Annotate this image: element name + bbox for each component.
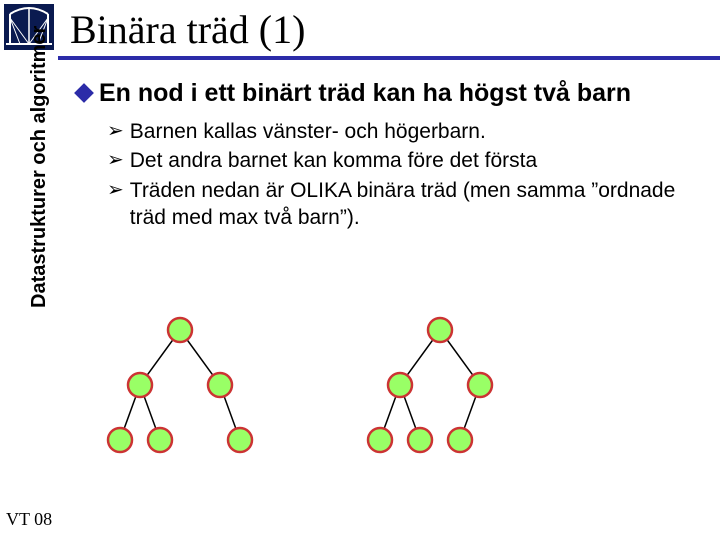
sub-bullet-list: ➢ Barnen kallas vänster- och högerbarn. … (107, 118, 710, 231)
page-title: Binära träd (1) (70, 6, 305, 53)
sidebar: Datastrukturer och algoritmer (0, 0, 58, 540)
sub-bullet-text: Träden nedan är OLIKA binära träd (men s… (130, 177, 710, 232)
diamond-bullet-icon (74, 83, 94, 103)
chevron-right-icon: ➢ (107, 177, 124, 203)
title-underline (58, 56, 720, 60)
binary-trees-diagram (100, 310, 660, 480)
sub-bullet-text: Det andra barnet kan komma före det förs… (130, 147, 537, 174)
sub-bullet-text: Barnen kallas vänster- och högerbarn. (130, 118, 486, 145)
footer-label: VT 08 (6, 509, 52, 530)
bullet-main: En nod i ett binärt träd kan ha högst tv… (75, 78, 710, 108)
sub-bullet-item: ➢ Träden nedan är OLIKA binära träd (men… (107, 177, 710, 232)
chevron-right-icon: ➢ (107, 147, 124, 173)
content-area: En nod i ett binärt träd kan ha högst tv… (75, 78, 710, 233)
chevron-right-icon: ➢ (107, 118, 124, 144)
sub-bullet-item: ➢ Barnen kallas vänster- och högerbarn. (107, 118, 710, 145)
sub-bullet-item: ➢ Det andra barnet kan komma före det fö… (107, 147, 710, 174)
sidebar-label: Datastrukturer och algoritmer (28, 26, 51, 308)
bullet-main-text: En nod i ett binärt träd kan ha högst tv… (99, 78, 631, 108)
